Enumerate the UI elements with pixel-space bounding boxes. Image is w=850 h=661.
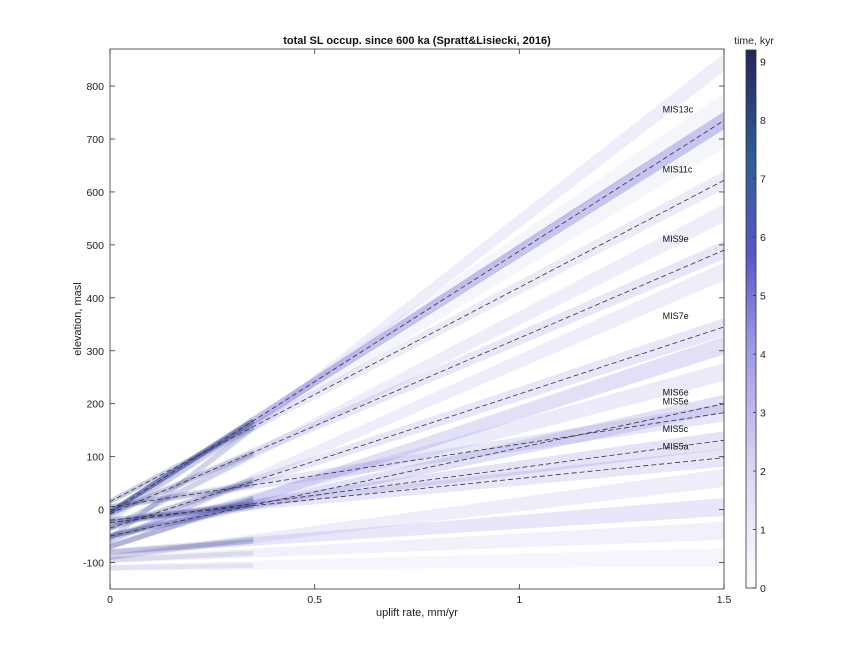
colorbar-ticks: 0 1 2 3 4 5 6 7 8 9 bbox=[753, 57, 766, 595]
colorbar-tick-label: 5 bbox=[760, 291, 766, 303]
occupation-band bbox=[110, 497, 724, 555]
colorbar-tick-label: 7 bbox=[760, 174, 766, 186]
occupation-band bbox=[110, 204, 724, 532]
colorbar-tick-label: 6 bbox=[760, 232, 766, 244]
colorbar: time, kyr 0 1 2 3 4 5 6 7 8 9 bbox=[734, 35, 774, 595]
reference-line-mis5a bbox=[110, 457, 724, 521]
colorbar-tick-label: 8 bbox=[760, 115, 766, 127]
y-tick-label: 200 bbox=[86, 399, 104, 411]
colorbar-tick-label: 9 bbox=[760, 57, 766, 69]
reference-label-mis6e: MIS6e bbox=[663, 388, 689, 398]
reference-label-mis13c: MIS13c bbox=[663, 104, 694, 114]
occupation-band-core bbox=[110, 536, 254, 560]
reference-line-mis6e bbox=[110, 403, 724, 537]
occupation-band bbox=[110, 394, 724, 540]
reference-label-mis5e: MIS5e bbox=[663, 397, 689, 407]
occupation-band bbox=[110, 241, 724, 517]
chart-title: total SL occup. since 600 ka (Spratt&Lis… bbox=[283, 35, 551, 47]
occupation-band bbox=[110, 92, 724, 524]
y-tick-label: 300 bbox=[86, 346, 104, 358]
colorbar-tick-label: 1 bbox=[760, 525, 766, 537]
reference-label-mis9e: MIS9e bbox=[663, 234, 689, 244]
occupation-band bbox=[110, 336, 724, 550]
reference-line-mis13c bbox=[110, 120, 724, 513]
y-tick-label: 700 bbox=[86, 134, 104, 146]
y-tick-label: 500 bbox=[86, 240, 104, 252]
y-tick-label: 100 bbox=[86, 452, 104, 464]
occupation-band bbox=[110, 262, 724, 545]
x-tick-label: 1 bbox=[516, 594, 522, 606]
x-axis-label: uplift rate, mm/yr bbox=[376, 607, 458, 619]
reference-label-mis7e: MIS7e bbox=[663, 311, 689, 321]
occupation-band bbox=[110, 111, 724, 516]
x-axis: 0 0.5 1 1.5 bbox=[107, 49, 731, 606]
occupation-band bbox=[110, 171, 724, 505]
x-tick-label: 1.5 bbox=[717, 594, 732, 606]
plot-area bbox=[110, 49, 724, 589]
reference-line-mis11c bbox=[110, 179, 724, 503]
occupation-band bbox=[110, 53, 724, 542]
reference-label-mis11c: MIS11c bbox=[663, 164, 693, 174]
y-tick-label: 0 bbox=[98, 505, 104, 517]
y-tick-label: 800 bbox=[86, 81, 104, 93]
y-axis-label: elevation, masl bbox=[72, 282, 84, 355]
colorbar-tick-label: 2 bbox=[760, 466, 766, 478]
y-tick-label: -100 bbox=[83, 558, 104, 570]
colorbar-title: time, kyr bbox=[734, 35, 774, 47]
reference-line-mis9e bbox=[110, 249, 724, 515]
y-tick-label: 600 bbox=[86, 187, 104, 199]
occupation-band bbox=[110, 548, 724, 571]
x-tick-label: 0.5 bbox=[307, 594, 322, 606]
reference-label-mis5c: MIS5c bbox=[663, 424, 689, 434]
occupation-band bbox=[110, 468, 724, 561]
colorbar-tick-label: 0 bbox=[760, 583, 766, 595]
occupation-band-core bbox=[110, 562, 254, 571]
y-tick-label: 400 bbox=[86, 293, 104, 305]
occupation-band-core bbox=[110, 425, 255, 518]
occupation-band-core bbox=[110, 550, 254, 563]
occupation-band-core bbox=[110, 452, 255, 531]
y-axis: -100 0 100 200 300 400 500 600 700 800 bbox=[83, 81, 724, 570]
occupation-band-core bbox=[110, 538, 254, 555]
occupation-band-core bbox=[110, 495, 254, 539]
reference-line-mis7e bbox=[110, 326, 724, 529]
occupation-band-core bbox=[110, 497, 255, 550]
colorbar-tick-label: 3 bbox=[760, 408, 766, 420]
x-tick-label: 0 bbox=[107, 594, 113, 606]
reference-lines bbox=[110, 120, 724, 537]
occupation-bands bbox=[110, 53, 724, 571]
occupation-band bbox=[110, 521, 724, 563]
colorbar-gradient bbox=[745, 49, 757, 589]
reference-label-mis5a: MIS5a bbox=[663, 442, 689, 452]
occupation-band bbox=[110, 362, 724, 540]
plot-frame bbox=[109, 48, 725, 590]
occupation-band bbox=[110, 130, 724, 518]
reference-line-mis5c bbox=[110, 439, 724, 524]
colorbar-tick-label: 4 bbox=[760, 349, 766, 361]
